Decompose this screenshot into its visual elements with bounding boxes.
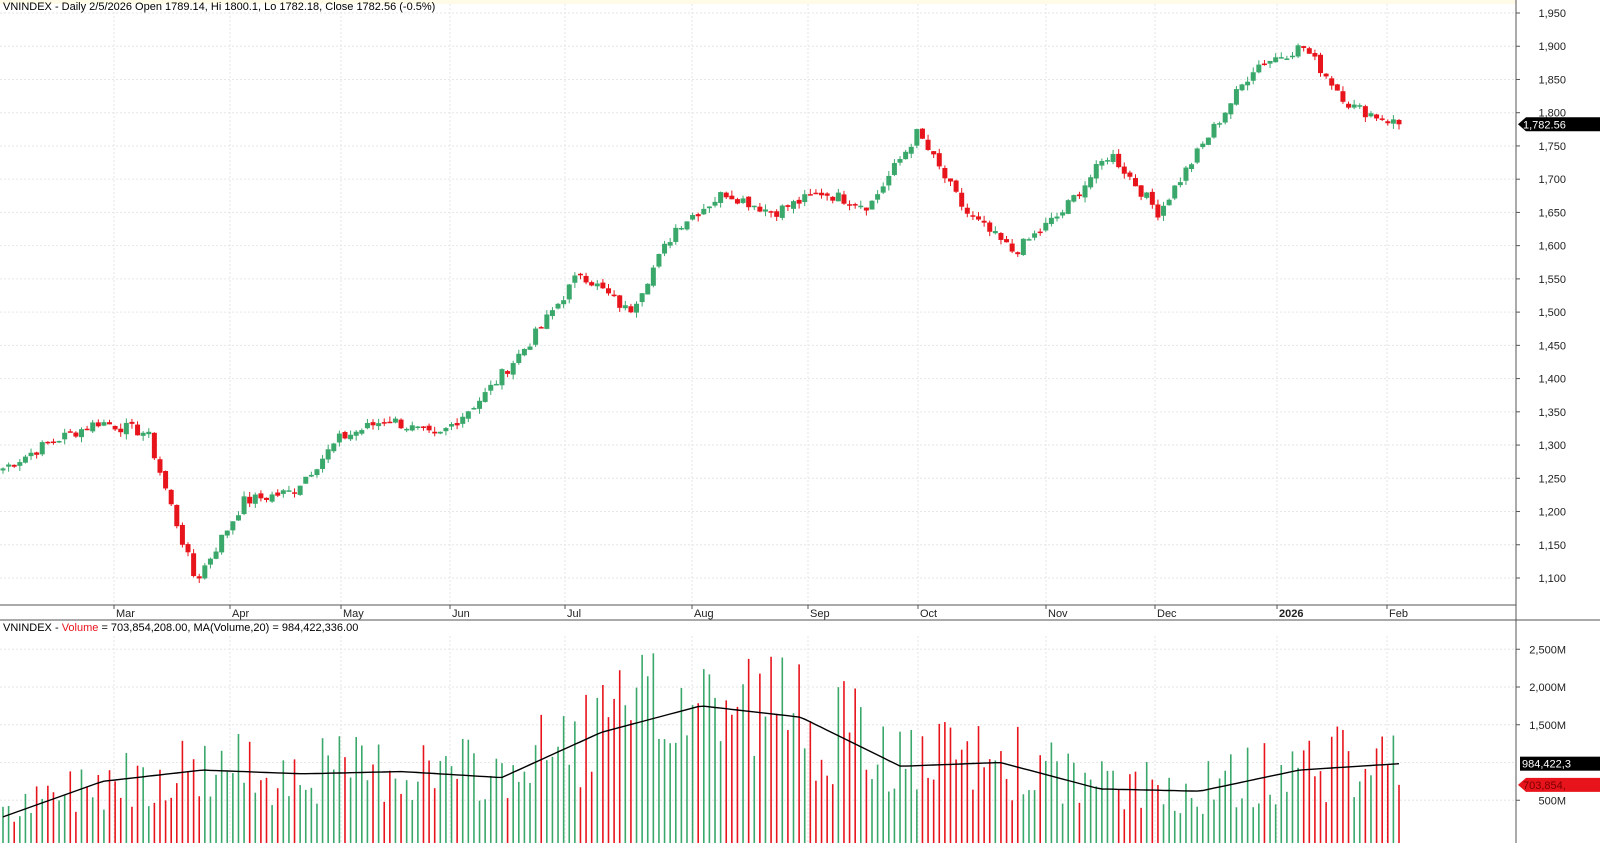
svg-text:1,450: 1,450 [1538, 340, 1566, 352]
svg-text:Dec: Dec [1157, 608, 1177, 620]
volume-ma-line [2, 705, 1400, 818]
svg-text:Apr: Apr [232, 608, 249, 620]
svg-text:984,422,3: 984,422,3 [1522, 759, 1571, 771]
svg-text:1,900: 1,900 [1538, 41, 1566, 53]
svg-text:1,250: 1,250 [1538, 473, 1566, 485]
grid-lines [0, 4, 1516, 843]
svg-text:1,500M: 1,500M [1529, 720, 1566, 732]
volume-bars [2, 653, 1400, 843]
svg-text:1,300: 1,300 [1538, 440, 1566, 452]
candlestick-series [0, 43, 1402, 584]
svg-text:2,000M: 2,000M [1529, 682, 1566, 694]
svg-text:1,150: 1,150 [1538, 540, 1566, 552]
svg-text:2026: 2026 [1279, 608, 1303, 620]
svg-text:May: May [343, 608, 364, 620]
value-markers: 1,782.56 984,422,3 703,854, [1518, 117, 1600, 792]
svg-text:1,600: 1,600 [1538, 241, 1566, 253]
svg-text:Oct: Oct [920, 608, 937, 620]
svg-text:1,200: 1,200 [1538, 507, 1566, 519]
svg-text:1,400: 1,400 [1538, 374, 1566, 386]
volume-title-values: = 703,854,208.00, MA(Volume,20) = 984,42… [98, 622, 359, 634]
volume-pane-title: VNINDEX - Volume = 703,854,208.00, MA(Vo… [3, 622, 358, 634]
svg-text:2,500M: 2,500M [1529, 644, 1566, 656]
top-strip [0, 0, 1516, 4]
svg-text:1,350: 1,350 [1538, 407, 1566, 419]
svg-text:Aug: Aug [694, 608, 714, 620]
svg-text:703,854,: 703,854, [1523, 780, 1566, 792]
svg-text:Nov: Nov [1048, 608, 1068, 620]
svg-text:1,650: 1,650 [1538, 207, 1566, 219]
volume-axis-labels: 2,500M 2,000M 1,500M 500M [1516, 644, 1566, 807]
price-axis-labels: 1,950 1,900 1,850 1,800 1,750 1,700 1,650 1,600… [1516, 8, 1566, 585]
svg-text:1,700: 1,700 [1538, 174, 1566, 186]
svg-text:500M: 500M [1538, 795, 1566, 807]
chart-title: VNINDEX - Daily 2/5/2026 Open 1789.14, H… [3, 1, 436, 13]
svg-text:1,500: 1,500 [1538, 307, 1566, 319]
volume-title-prefix: VNINDEX - [3, 622, 62, 634]
svg-text:Jun: Jun [452, 608, 470, 620]
svg-text:1,782.56: 1,782.56 [1523, 119, 1566, 131]
svg-text:1,550: 1,550 [1538, 274, 1566, 286]
svg-text:1,800: 1,800 [1538, 108, 1566, 120]
svg-text:Feb: Feb [1389, 608, 1408, 620]
volume-title-label: Volume [61, 622, 99, 634]
svg-text:1,850: 1,850 [1538, 74, 1566, 86]
svg-text:Jul: Jul [567, 608, 581, 620]
svg-text:1,100: 1,100 [1538, 573, 1566, 585]
svg-text:1,950: 1,950 [1538, 8, 1566, 20]
time-axis-labels: Mar Apr May Jun Jul Aug Sep Oct Nov Dec 2026 Feb [113, 605, 1408, 620]
svg-text:Mar: Mar [116, 608, 135, 620]
svg-text:1,750: 1,750 [1538, 141, 1566, 153]
svg-text:Sep: Sep [810, 608, 830, 620]
